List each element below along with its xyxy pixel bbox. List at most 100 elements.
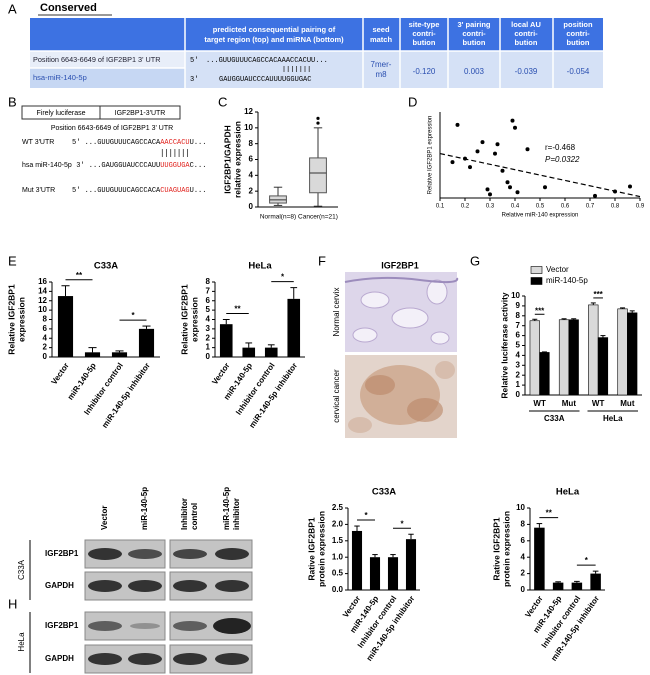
y-tick-label: 2: [521, 569, 526, 578]
point: [525, 147, 530, 152]
panel-label: B: [8, 94, 17, 109]
seed-match: m8: [375, 70, 387, 79]
x-tick-label: 0.1: [436, 204, 445, 210]
x-tick-label: WT: [592, 399, 605, 408]
seq-part: 5' ...GUUGUUUCAGCCACA: [72, 139, 161, 147]
header-text: bution: [567, 38, 590, 47]
panel-label: C: [218, 94, 227, 109]
y-axis-label: relative expression: [232, 121, 242, 198]
seq-site: UUGGUGA: [160, 162, 190, 170]
row-label: Mut 3'UTR: [22, 187, 55, 194]
y-tick-label: 0: [206, 352, 211, 361]
chart-title: C33A: [372, 487, 396, 498]
y-tick-label: 10: [511, 291, 520, 300]
point: [480, 140, 485, 145]
x-tick-label: 0.8: [611, 204, 620, 210]
bar: [287, 298, 301, 357]
header-text: contri-: [514, 29, 538, 38]
seq-end: 3': [190, 76, 198, 84]
y-tick-label: 2: [516, 370, 521, 379]
bar: [588, 304, 599, 396]
x-tick-label: Cancer(n=21): [298, 214, 338, 221]
y-tick-label: 1: [516, 380, 521, 389]
row-label: hsa miR-140-5p: [22, 162, 72, 169]
point: [505, 180, 510, 185]
x-tick-label: 0.3: [486, 204, 495, 210]
y-tick-label: 0.0: [332, 585, 344, 594]
bar: [558, 319, 570, 396]
y-tick-label: 0: [521, 585, 526, 594]
header-text: target region (top) and miRNA (bottom): [204, 35, 344, 44]
seq-part: C...: [190, 162, 207, 170]
pairing-bars: [161, 149, 188, 157]
table-header: [30, 18, 603, 51]
table-cell: [30, 68, 185, 88]
trend-line: [439, 152, 641, 198]
y-tick-label: 10: [244, 123, 253, 132]
protein-label: IGF2BP1: [45, 621, 79, 630]
bar: [84, 352, 101, 357]
y-tick-label: 16: [38, 277, 47, 286]
utr-label: IGF2BP1-3'UTR: [115, 110, 166, 117]
y-tick-label: 6: [206, 296, 211, 305]
y-tick-label: 6: [43, 324, 48, 333]
bar: [597, 337, 609, 396]
significance-label: **: [76, 271, 83, 280]
cell-line-label: C33A: [17, 559, 26, 580]
lane-label: miR-140-5p: [140, 487, 149, 530]
blot-bands: [88, 548, 251, 665]
y-tick-label: 4: [206, 315, 211, 324]
bar: [351, 530, 363, 590]
target-sequence: ...GUUGUUUCAGCCACAAACCACUU...: [206, 57, 328, 65]
y-tick-label: 4: [521, 552, 526, 561]
bar: [571, 582, 583, 590]
bar: [264, 347, 278, 357]
point: [495, 142, 500, 147]
panel-label: E: [8, 253, 17, 268]
y-tick-label: 10: [516, 503, 525, 512]
seq-site: CUAGUAG: [160, 187, 189, 195]
sequence: 5' ...GUUGUUUCAGCCACAAACCACUU...: [72, 139, 206, 147]
header-text: match: [370, 35, 393, 44]
table-separators: [30, 18, 603, 88]
significance-label: *: [281, 273, 285, 282]
x-tick-label: Mut: [562, 399, 577, 408]
annotation: P=0.0322: [545, 155, 580, 164]
pairing-bars: [283, 66, 310, 72]
point: [468, 165, 472, 170]
y-axis-label: protein expression: [316, 511, 326, 587]
x-tick-label: WT: [533, 399, 546, 408]
y-tick-label: 4: [249, 170, 254, 179]
point: [450, 160, 455, 165]
significance-label: *: [364, 511, 368, 520]
y-tick-label: 1.5: [332, 536, 344, 545]
point: [493, 151, 497, 156]
header-text: local AU: [511, 20, 541, 29]
box: [309, 157, 327, 194]
point: [508, 185, 512, 190]
y-tick-label: 8: [206, 277, 211, 286]
significance-label: *: [585, 556, 589, 565]
bar: [627, 312, 638, 396]
table-cell: [30, 51, 185, 68]
legend-label: Vector: [546, 265, 569, 274]
bar: [219, 324, 233, 357]
y-axis-label: Relative IGF2BP1: [179, 284, 189, 355]
y-tick-label: 7: [516, 321, 521, 330]
y-tick-label: 0: [43, 352, 48, 361]
y-axis-label: expression: [189, 297, 199, 342]
bar: [617, 308, 628, 396]
header-text: position: [563, 20, 593, 29]
y-tick-label: 3: [206, 324, 211, 333]
y-axis-label: Rative IGF2BP1: [491, 517, 501, 581]
y-tick-label: 8: [43, 315, 48, 324]
ihc-normal: [344, 272, 459, 352]
cell-value: 0.003: [464, 67, 485, 76]
protein-label: IGF2BP1: [45, 549, 79, 558]
significance-label: *: [131, 311, 135, 320]
bar: [529, 320, 540, 396]
point: [485, 187, 490, 192]
x-tick-label: 0.9: [636, 204, 645, 210]
header-text: bution: [413, 38, 436, 47]
y-tick-label: 1.0: [332, 552, 344, 561]
